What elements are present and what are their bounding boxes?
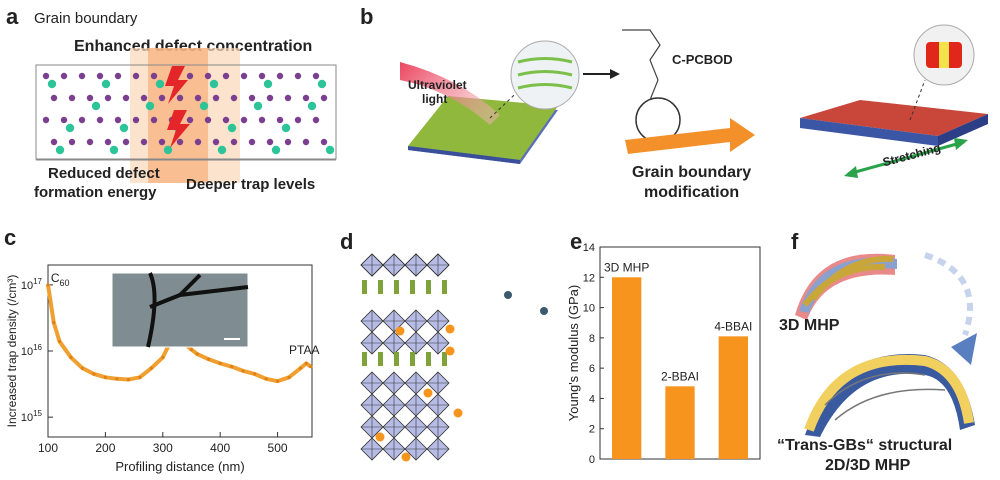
x-tick-label: 300 <box>153 441 173 455</box>
y-tick-label: 1015 <box>21 409 43 424</box>
y-tick-label: 8 <box>589 333 595 345</box>
uv-modification-illustration <box>400 24 988 178</box>
panel-f-top-caption: 3D MHP <box>779 317 840 334</box>
grain-boundary-lines <box>146 272 249 348</box>
panel-a-bottom-left-1: Reduced defect <box>48 165 160 182</box>
panel-b-arrow-1: Grain boundary <box>632 164 752 181</box>
panel-f-bottom-2: 2D/3D MHP <box>825 457 911 474</box>
x-tick-label: 100 <box>38 441 58 455</box>
panel-c-label: c <box>4 225 17 250</box>
trap-density-point <box>195 352 199 356</box>
y-tick-label: 12 <box>583 272 595 284</box>
bar <box>665 386 695 459</box>
panel-f-bottom-1: “Trans-GBs“ structural <box>777 437 953 454</box>
trap-density-point <box>264 377 268 381</box>
y-tick-label: 10 <box>583 303 595 315</box>
bar-label: 4-BBAI <box>714 319 752 333</box>
trap-density-point <box>218 361 222 365</box>
trap-density-point <box>309 365 313 369</box>
trap-density-point <box>103 375 107 379</box>
trap-density-point <box>253 372 257 376</box>
trap-density-point <box>287 375 291 379</box>
y-axis-label: Increased trap density (/cm³) <box>5 275 19 428</box>
trap-density-point <box>189 347 194 352</box>
x-tick-label: 400 <box>210 441 230 455</box>
panel-a: a Grain boundary Enhanced defect concent… <box>0 0 345 210</box>
bar-label: 2-BBAI <box>661 369 699 383</box>
molecule-icon <box>504 291 512 299</box>
molecule-icon <box>540 307 548 315</box>
panel-a-label: a <box>6 4 19 29</box>
panel-a-bottom-right: Deeper trap levels <box>186 176 316 193</box>
trap-density-point <box>207 357 211 361</box>
panel-f: f 3D MHP “Trans-GBs“ structural 2D/3D MH… <box>775 225 1000 480</box>
trap-density-point <box>80 366 85 370</box>
x-axis-label: Profiling distance (nm) <box>115 459 244 474</box>
bar <box>718 336 748 459</box>
panel-b-uv-1: Ultraviolet <box>408 78 467 92</box>
trap-density-point <box>115 377 119 381</box>
trap-density-point <box>275 379 280 383</box>
trap-density-point <box>126 377 130 382</box>
panel-b-molecule: C-PCBOD <box>672 52 733 67</box>
x-tick-label: 500 <box>268 441 288 455</box>
trap-density-point <box>149 366 153 370</box>
y-tick-label: 0 <box>589 454 595 466</box>
panel-a-title: Grain boundary <box>34 10 138 27</box>
x-tick-label: 200 <box>95 441 115 455</box>
crystal-lattice-illustration <box>35 48 337 183</box>
youngs-modulus-chart: 0 2 4 6 8 10 12 14 3D MHP 2-BBAI 4-BBAI Young's mod… <box>566 242 761 466</box>
zoom-circle <box>510 40 580 110</box>
trap-density-point <box>230 365 234 369</box>
trap-density-point <box>57 339 62 343</box>
bar-label: 3D MHP <box>604 260 649 274</box>
panel-b: b Ultraviolet light C-PCBOD Grain <box>360 0 1000 210</box>
trap-density-point <box>138 375 142 379</box>
panel-a-bottom-left-2: formation energy <box>34 184 157 201</box>
y-axis-label: Young's modulus (GPa) <box>566 285 581 421</box>
defect-lightning-icon <box>167 110 190 148</box>
arch-device-illustration <box>795 252 977 437</box>
annotation-label: PTAA <box>289 343 319 357</box>
defect-lightning-icon <box>165 66 188 104</box>
panel-c: c 100 200 300 400 500 1015 1016 1017 C60 PTAA Prof… <box>0 225 330 480</box>
y-tick-label: 2 <box>589 424 595 436</box>
trap-density-chart: 100 200 300 400 500 1015 1016 1017 C60 PTAA Profil… <box>5 264 319 474</box>
panel-d: d <box>340 225 570 480</box>
trap-density-point <box>69 355 73 360</box>
y-tick-label: 1017 <box>21 277 43 292</box>
trap-density-point <box>46 283 50 287</box>
lattice-atoms <box>42 72 335 155</box>
y-tick-label: 14 <box>583 242 595 254</box>
panel-b-arrow-2: modification <box>644 184 740 201</box>
y-tick-label: 4 <box>589 393 595 405</box>
trap-density-point <box>298 366 303 370</box>
trap-density-point <box>52 320 56 325</box>
panel-f-label: f <box>791 229 799 254</box>
trap-density-point <box>304 361 308 365</box>
panel-d-label: d <box>340 229 354 254</box>
annotation-label: C60 <box>51 271 70 288</box>
panel-e: e 0 2 4 6 8 10 12 14 3D MHP 2-BBAI 4-BBAI Young's m… <box>560 225 770 480</box>
y-tick-label: 1016 <box>21 343 43 358</box>
trap-density-point <box>241 369 245 373</box>
bar <box>612 277 642 459</box>
panel-b-label: b <box>360 4 374 29</box>
sem-inset <box>111 272 249 348</box>
y-tick-label: 6 <box>589 363 595 375</box>
trap-density-point <box>161 355 165 360</box>
layered-perovskite-illustration <box>360 253 548 462</box>
panel-e-label: e <box>570 229 583 254</box>
trap-density-point <box>92 372 96 376</box>
panel-b-uv-2: light <box>422 92 448 106</box>
